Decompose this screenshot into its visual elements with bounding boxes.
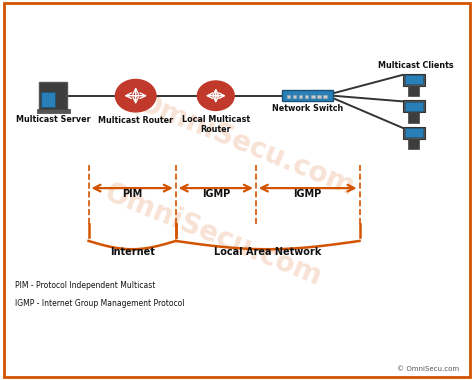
FancyBboxPatch shape	[403, 100, 425, 112]
FancyBboxPatch shape	[36, 109, 70, 113]
Text: IGMP: IGMP	[201, 189, 230, 199]
Circle shape	[197, 81, 234, 111]
Bar	[323, 95, 327, 98]
Text: Local Area Network: Local Area Network	[214, 247, 321, 257]
FancyBboxPatch shape	[39, 82, 67, 110]
Circle shape	[116, 79, 156, 112]
Text: OmniSecu.com: OmniSecu.com	[100, 179, 326, 292]
Text: Multicast Server: Multicast Server	[16, 114, 91, 124]
Bar	[299, 95, 302, 98]
FancyBboxPatch shape	[405, 128, 423, 137]
Text: Local Multicast
Router: Local Multicast Router	[182, 114, 250, 134]
Bar	[318, 95, 320, 98]
FancyBboxPatch shape	[282, 90, 333, 101]
FancyBboxPatch shape	[408, 112, 419, 123]
Text: PIM: PIM	[122, 189, 143, 199]
FancyBboxPatch shape	[408, 139, 419, 149]
FancyBboxPatch shape	[403, 74, 425, 86]
Text: Multicast Router: Multicast Router	[98, 116, 173, 125]
FancyBboxPatch shape	[403, 127, 425, 139]
Text: Internet: Internet	[110, 247, 155, 257]
Text: IGMP: IGMP	[293, 189, 322, 199]
Bar	[305, 95, 309, 98]
FancyBboxPatch shape	[408, 86, 419, 97]
Bar	[293, 95, 296, 98]
FancyBboxPatch shape	[405, 75, 423, 84]
Text: Multicast Clients: Multicast Clients	[378, 61, 454, 70]
Text: © OmniSecu.com: © OmniSecu.com	[397, 366, 459, 372]
FancyBboxPatch shape	[41, 92, 55, 108]
Text: PIM - Protocol Independent Multicast: PIM - Protocol Independent Multicast	[15, 280, 155, 290]
Text: IGMP - Internet Group Management Protocol: IGMP - Internet Group Management Protoco…	[15, 299, 184, 308]
FancyBboxPatch shape	[405, 102, 423, 111]
Text: Network Switch: Network Switch	[272, 105, 343, 113]
Bar	[287, 95, 290, 98]
Text: OmniSecu.com: OmniSecu.com	[134, 88, 359, 201]
Bar	[311, 95, 315, 98]
